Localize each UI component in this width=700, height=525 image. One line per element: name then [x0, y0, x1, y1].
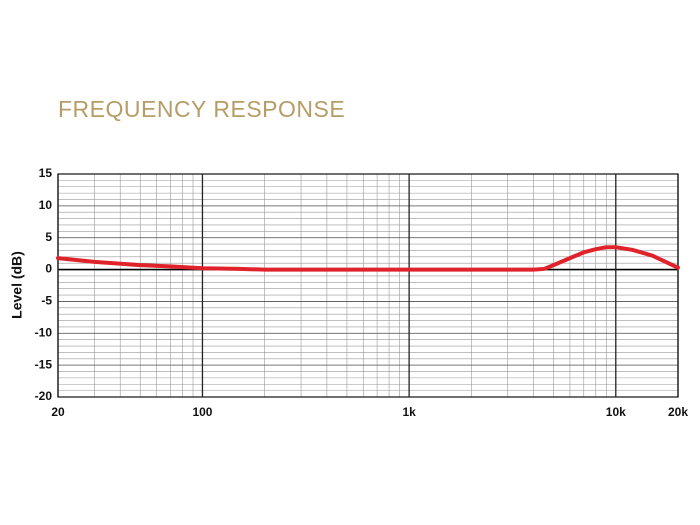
y-tick-label: 10 — [39, 198, 53, 212]
x-tick-label: 20 — [51, 405, 65, 419]
y-tick-label: -15 — [35, 357, 53, 371]
y-tick-label: -20 — [35, 389, 53, 403]
y-tick-label: -5 — [41, 294, 52, 308]
y-tick-label: 15 — [39, 166, 53, 180]
x-tick-label: 10k — [606, 405, 626, 419]
x-tick-label: 20k — [668, 405, 688, 419]
response-line — [56, 245, 680, 272]
x-tick-label: 100 — [192, 405, 212, 419]
y-tick-label: 5 — [45, 230, 52, 244]
chart-title: FREQUENCY RESPONSE — [58, 96, 345, 122]
plot-frame — [57, 173, 679, 398]
y-tick-label: 0 — [45, 262, 52, 276]
y-tick-label: -10 — [35, 325, 53, 339]
y-axis-label: Level (dB) — [9, 251, 25, 319]
x-tick-label: 1k — [402, 405, 416, 419]
